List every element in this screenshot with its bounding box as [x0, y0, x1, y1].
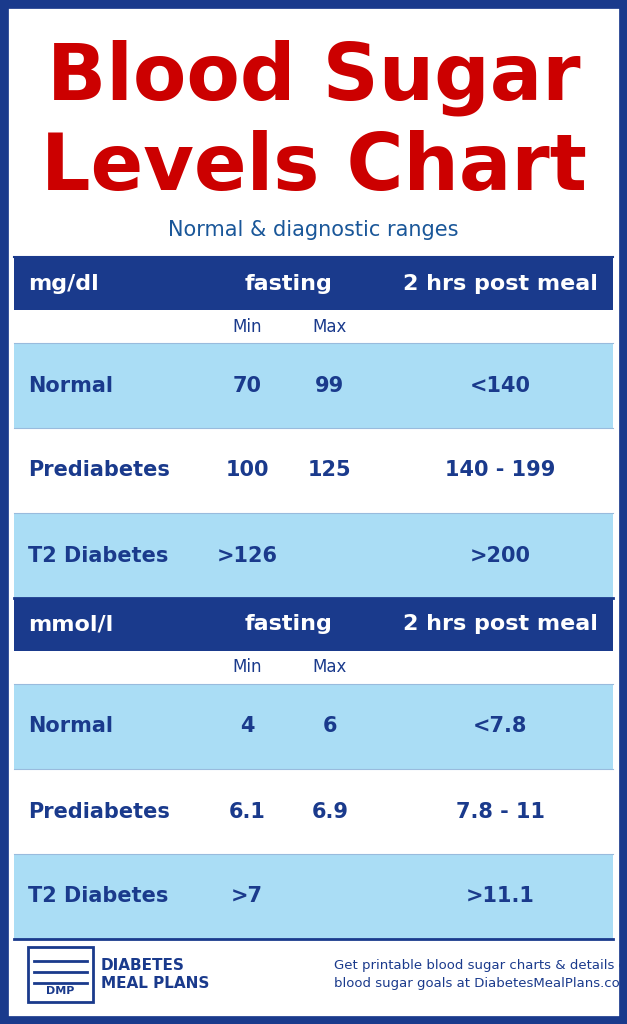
- Bar: [14, 310, 613, 343]
- Bar: [14, 651, 613, 684]
- Text: Min: Min: [232, 658, 261, 677]
- Bar: [14, 854, 613, 939]
- Text: >11.1: >11.1: [466, 887, 534, 906]
- Text: fasting: fasting: [245, 273, 332, 294]
- Bar: [14, 939, 613, 1010]
- Text: 2 hrs post meal: 2 hrs post meal: [403, 273, 598, 294]
- Text: Get printable blood sugar charts & details on
blood sugar goals at DiabetesMealP: Get printable blood sugar charts & detai…: [334, 958, 627, 990]
- Text: 70: 70: [233, 376, 261, 395]
- Text: 4: 4: [240, 717, 255, 736]
- Text: Normal & diagnostic ranges: Normal & diagnostic ranges: [168, 220, 459, 240]
- Text: DIABETES: DIABETES: [101, 958, 185, 973]
- Text: 6: 6: [323, 717, 337, 736]
- Text: 99: 99: [315, 376, 345, 395]
- Text: 100: 100: [225, 461, 269, 480]
- Text: 140 - 199: 140 - 199: [445, 461, 555, 480]
- Text: Blood Sugar: Blood Sugar: [46, 40, 581, 117]
- Bar: [14, 513, 613, 598]
- Text: >126: >126: [216, 546, 278, 565]
- Text: Prediabetes: Prediabetes: [28, 461, 170, 480]
- Text: Prediabetes: Prediabetes: [28, 802, 170, 821]
- Bar: [28, 947, 93, 1002]
- Text: fasting: fasting: [245, 614, 332, 635]
- Bar: [14, 257, 613, 310]
- Text: mmol/l: mmol/l: [28, 614, 113, 635]
- Text: Min: Min: [232, 317, 261, 336]
- Bar: [14, 598, 613, 651]
- Bar: [14, 428, 613, 513]
- Text: Max: Max: [313, 658, 347, 677]
- Bar: [14, 684, 613, 769]
- Text: MEAL PLANS: MEAL PLANS: [101, 976, 209, 991]
- Text: 6.1: 6.1: [229, 802, 265, 821]
- Bar: [14, 343, 613, 428]
- Text: T2 Diabetes: T2 Diabetes: [28, 546, 169, 565]
- Text: Normal: Normal: [28, 376, 113, 395]
- Bar: [14, 769, 613, 854]
- Text: DMP: DMP: [46, 986, 75, 996]
- Text: <7.8: <7.8: [473, 717, 527, 736]
- Text: >7: >7: [231, 887, 263, 906]
- Text: 125: 125: [308, 461, 352, 480]
- Text: >200: >200: [470, 546, 530, 565]
- Text: 7.8 - 11: 7.8 - 11: [455, 802, 544, 821]
- Text: Max: Max: [313, 317, 347, 336]
- Text: 6.9: 6.9: [312, 802, 349, 821]
- Text: Normal: Normal: [28, 717, 113, 736]
- Text: <140: <140: [470, 376, 530, 395]
- Text: 2 hrs post meal: 2 hrs post meal: [403, 614, 598, 635]
- Text: T2 Diabetes: T2 Diabetes: [28, 887, 169, 906]
- Text: mg/dl: mg/dl: [28, 273, 98, 294]
- Text: Levels Chart: Levels Chart: [41, 130, 586, 206]
